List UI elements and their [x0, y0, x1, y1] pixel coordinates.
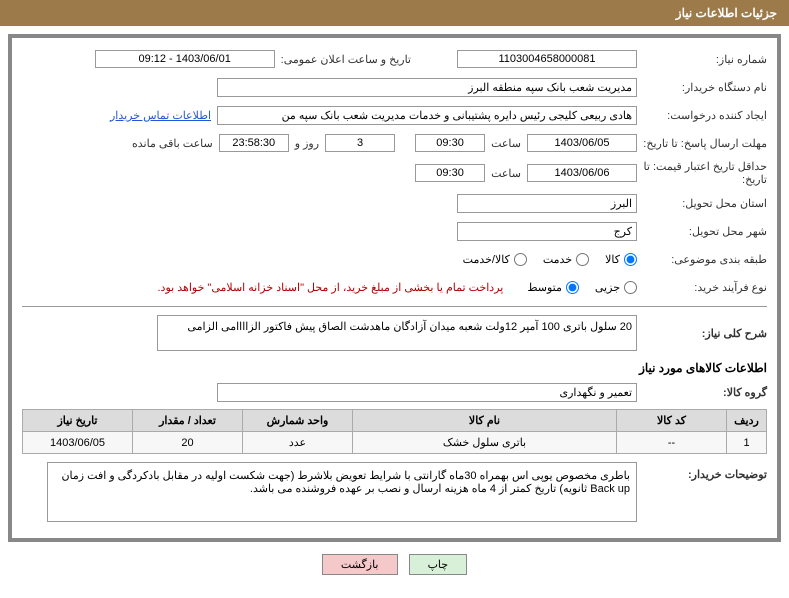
- td-date: 1403/06/05: [23, 432, 133, 454]
- td-qty: 20: [133, 432, 243, 454]
- goods-table: ردیف کد کالا نام کالا واحد شمارش تعداد /…: [22, 409, 767, 454]
- back-button[interactable]: بازگشت: [322, 554, 398, 575]
- buyer-notes-label: توضیحات خریدار:: [637, 462, 767, 481]
- radio-goods-input[interactable]: [624, 253, 637, 266]
- buyer-notes-value: باطری مخصوص یوپی اس بهمراه 30ماه گارانتی…: [47, 462, 637, 522]
- radio-low-input[interactable]: [624, 281, 637, 294]
- goods-section-title: اطلاعات کالاهای مورد نیاز: [22, 361, 767, 375]
- requester-value: هادی ربیعی کلیجی رئیس دایره پشتیبانی و خ…: [217, 106, 637, 125]
- radio-service-input[interactable]: [576, 253, 589, 266]
- city-value: کرج: [457, 222, 637, 241]
- goods-group-value: تعمیر و نگهداری: [217, 383, 637, 402]
- th-idx: ردیف: [727, 410, 767, 432]
- radio-med-input[interactable]: [566, 281, 579, 294]
- form-container: شماره نیاز: 1103004658000081 تاریخ و ساع…: [8, 34, 781, 542]
- days-remaining: 3: [325, 134, 395, 152]
- announce-value: 1403/06/01 - 09:12: [95, 50, 275, 68]
- time-label-1: ساعت: [485, 137, 527, 150]
- radio-both[interactable]: کالا/خدمت: [463, 253, 527, 266]
- contact-link[interactable]: اطلاعات تماس خریدار: [110, 109, 211, 122]
- buyer-org-value: مدیریت شعب بانک سپه منطقه البرز: [217, 78, 637, 97]
- td-code: --: [617, 432, 727, 454]
- announce-label: تاریخ و ساعت اعلان عمومی:: [275, 53, 417, 66]
- province-value: البرز: [457, 194, 637, 213]
- remaining-label: ساعت باقی مانده: [126, 137, 219, 150]
- deadline-time: 09:30: [415, 134, 485, 152]
- radio-service[interactable]: خدمت: [543, 253, 589, 266]
- deadline-label: مهلت ارسال پاسخ: تا تاریخ:: [637, 137, 767, 150]
- min-valid-label: حداقل تاریخ اعتبار قیمت: تا تاریخ:: [637, 160, 767, 186]
- th-date: تاریخ نیاز: [23, 410, 133, 432]
- days-and-label: روز و: [289, 137, 325, 150]
- category-label: طبقه بندی موضوعی:: [637, 253, 767, 266]
- city-label: شهر محل تحویل:: [637, 225, 767, 238]
- min-valid-date: 1403/06/06: [527, 164, 637, 182]
- divider: [22, 306, 767, 307]
- td-idx: 1: [727, 432, 767, 454]
- payment-note: پرداخت تمام یا بخشی از مبلغ خرید، از محل…: [158, 281, 504, 294]
- td-name: باتری سلول خشک: [353, 432, 617, 454]
- radio-med[interactable]: متوسط: [527, 281, 579, 294]
- th-code: کد کالا: [617, 410, 727, 432]
- summary-label: شرح کلی نیاز:: [637, 327, 767, 340]
- time-label-2: ساعت: [485, 167, 527, 180]
- th-unit: واحد شمارش: [243, 410, 353, 432]
- radio-both-input[interactable]: [514, 253, 527, 266]
- header-title: جزئیات اطلاعات نیاز: [676, 6, 777, 20]
- table-row: 1 -- باتری سلول خشک عدد 20 1403/06/05: [23, 432, 767, 454]
- print-button[interactable]: چاپ: [409, 554, 468, 575]
- th-qty: تعداد / مقدار: [133, 410, 243, 432]
- page-header: جزئیات اطلاعات نیاز: [0, 0, 789, 26]
- button-row: چاپ بازگشت: [0, 554, 789, 575]
- need-no-value: 1103004658000081: [457, 50, 637, 68]
- requester-label: ایجاد کننده درخواست:: [637, 109, 767, 122]
- buyer-org-label: نام دستگاه خریدار:: [637, 81, 767, 94]
- goods-group-label: گروه کالا:: [637, 386, 767, 399]
- summary-value: 20 سلول باتری 100 آمپر 12ولت شعبه میدان …: [157, 315, 637, 351]
- deadline-date: 1403/06/05: [527, 134, 637, 152]
- min-valid-time: 09:30: [415, 164, 485, 182]
- process-label: نوع فرآیند خرید:: [637, 281, 767, 294]
- province-label: استان محل تحویل:: [637, 197, 767, 210]
- th-name: نام کالا: [353, 410, 617, 432]
- table-header-row: ردیف کد کالا نام کالا واحد شمارش تعداد /…: [23, 410, 767, 432]
- radio-goods[interactable]: کالا: [605, 253, 637, 266]
- radio-low[interactable]: جزیی: [595, 281, 637, 294]
- process-radio-group: جزیی متوسط: [527, 281, 637, 294]
- td-unit: عدد: [243, 432, 353, 454]
- need-no-label: شماره نیاز:: [637, 53, 767, 66]
- countdown-value: 23:58:30: [219, 134, 289, 152]
- category-radio-group: کالا خدمت کالا/خدمت: [463, 253, 637, 266]
